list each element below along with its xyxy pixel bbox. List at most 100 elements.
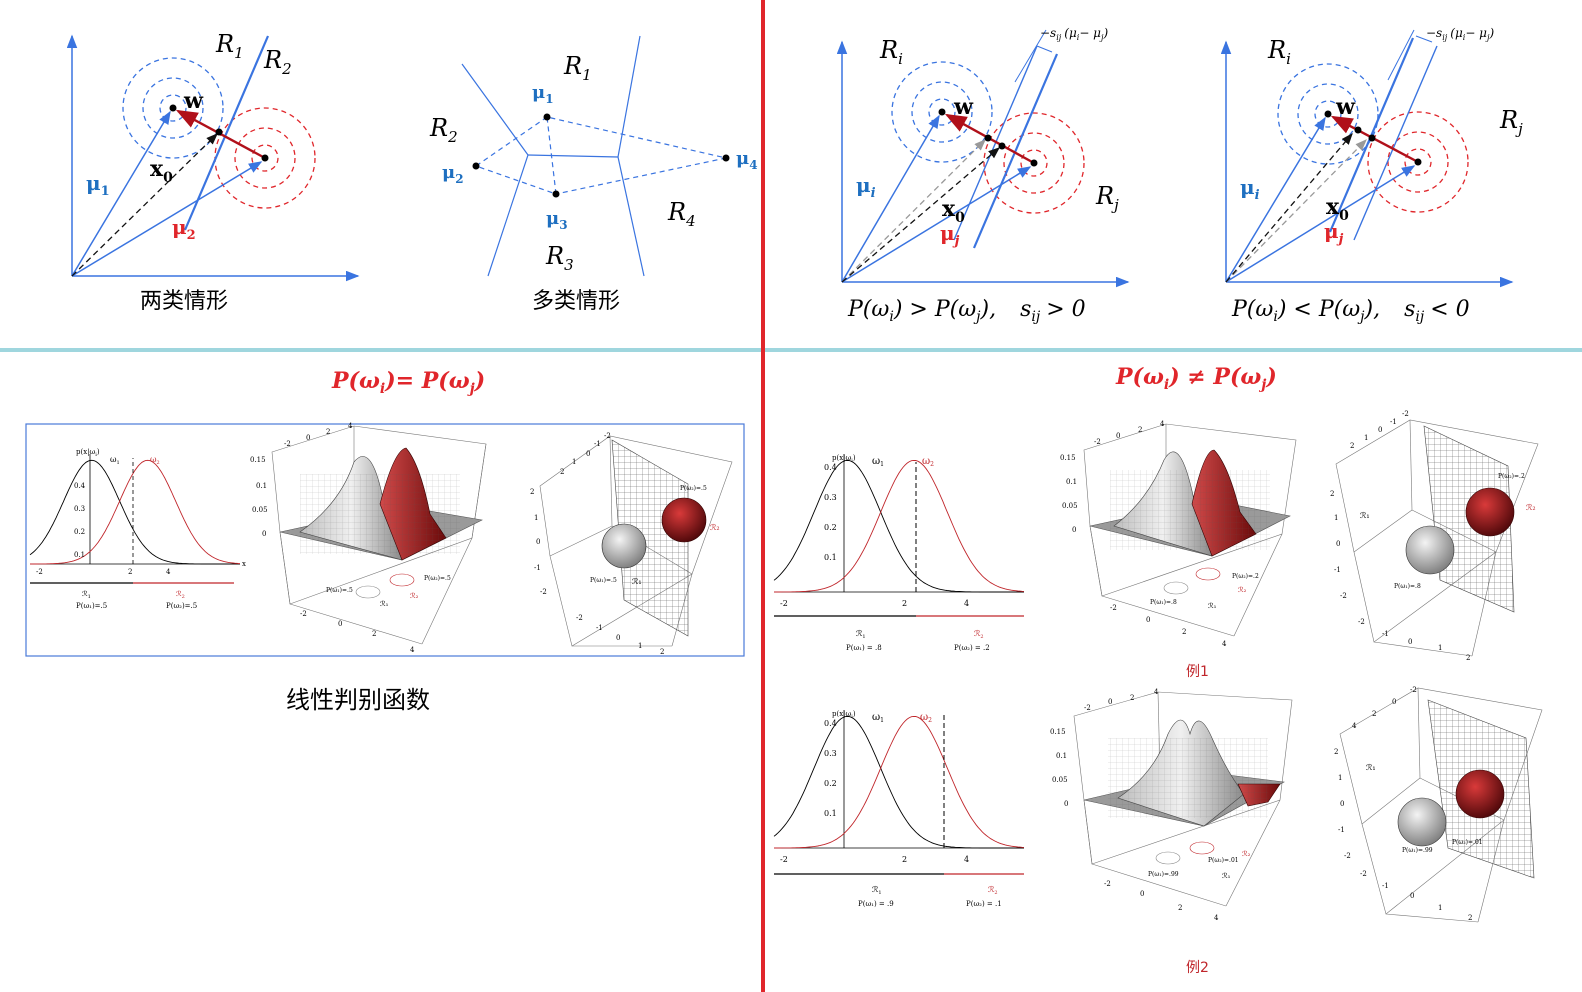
svg-text:0: 0: [1378, 426, 1382, 434]
condition-right: P(ωi) < P(ωj), sij < 0: [1231, 297, 1470, 325]
svg-text:0: 0: [1408, 638, 1412, 646]
x0-label-right: x0: [1326, 194, 1349, 224]
svg-text:0.15: 0.15: [250, 456, 266, 464]
spheres-prior1: P(ω₁)=.5: [590, 577, 617, 584]
svg-text:2: 2: [1466, 654, 1470, 662]
surface-top-ticks: -2 0 2 4: [284, 422, 353, 448]
ex1-omega2: ω2: [922, 456, 934, 468]
x0-label-left: x0: [942, 196, 965, 226]
svg-text:-2: -2: [1402, 410, 1409, 418]
svg-text:-1: -1: [1382, 630, 1389, 638]
svg-text:1: 1: [572, 458, 576, 466]
ex2-spheres-top-ticks: 4 2 0 -2: [1352, 686, 1417, 730]
svg-text:2: 2: [530, 488, 534, 496]
ex1-spheres-prior2: P(ω₂)=.2: [1498, 473, 1525, 480]
svg-text:-2: -2: [1358, 618, 1365, 626]
svg-text:-1: -1: [1390, 418, 1397, 426]
svg-text:0.4: 0.4: [824, 719, 837, 728]
svg-text:0.4: 0.4: [824, 463, 837, 472]
svg-text:-1: -1: [1382, 882, 1389, 890]
svg-text:0: 0: [1072, 526, 1076, 534]
decision-boundary: [183, 35, 270, 231]
surface-prior1: P(ω₁)=.5: [326, 587, 353, 594]
spheres-plot-equal: [539, 435, 733, 647]
svg-text:4: 4: [964, 599, 969, 608]
ex2-surface-bottom-ticks: -2 0 2 4: [1104, 880, 1219, 922]
density-yticks: 0.4 0.3 0.2 0.1: [74, 482, 86, 559]
ex2-density-ylabel: p(x|ωi): [832, 710, 856, 720]
multi-class-diagram: R1 R2 R3 R4 μ1 μ2 μ3 μ4 多类情形: [429, 35, 758, 314]
density-ylabel: p(x|ωi): [76, 448, 100, 458]
svg-text:2: 2: [1330, 490, 1334, 498]
omega2-label: ω2: [150, 455, 160, 466]
ex1-spheres-top-ticks: 2 1 0 -1 -2: [1350, 410, 1409, 450]
spheres-plot-ex2: [1339, 687, 1543, 923]
R4-label: R4: [667, 198, 696, 230]
ex2-omega1: ω1: [872, 712, 884, 724]
surface-plot-ex2: [1073, 691, 1293, 907]
svg-text:-2: -2: [1410, 686, 1417, 694]
svg-text:0: 0: [1146, 616, 1150, 624]
svg-text:-2: -2: [1094, 438, 1101, 446]
svg-text:0.3: 0.3: [74, 505, 85, 513]
ex2-surface-prior1: P(ω₁)=.99: [1148, 871, 1179, 878]
spheres-region1: ℛ₁: [632, 577, 642, 586]
w-vector: [175, 109, 266, 160]
svg-text:-2: -2: [1104, 880, 1111, 888]
ex2-spheres-region1: ℛ₁: [1366, 763, 1376, 772]
svg-text:1: 1: [1438, 904, 1442, 912]
shift-label-left: −sij (μi− μj): [1040, 26, 1108, 42]
svg-text:4: 4: [1154, 688, 1159, 696]
region1-label: ℛ1: [82, 590, 91, 600]
svg-text:0.05: 0.05: [1052, 776, 1068, 784]
svg-text:2: 2: [1182, 628, 1186, 636]
svg-text:1: 1: [1334, 514, 1338, 522]
svg-text:2: 2: [1372, 710, 1376, 718]
equal-priors-title: P(ωi)= P(ωj): [331, 368, 485, 397]
mu2-vector: [71, 161, 263, 277]
prior-less-figure: [1220, 29, 1514, 288]
spheres-left-ticks: 2 1 0 -1 -2: [530, 488, 547, 596]
svg-text:0: 0: [1108, 698, 1112, 706]
surface-zticks: 0.15 0.1 0.05 0: [250, 456, 268, 538]
svg-text:0.2: 0.2: [74, 528, 85, 536]
mu4-label: μ4: [736, 148, 758, 172]
ex2-density-xticks: -2 2 4: [780, 855, 969, 864]
svg-text:0.1: 0.1: [1066, 478, 1077, 486]
prior-greater-figure: [836, 29, 1130, 288]
surface-region2: ℛ₂: [410, 592, 419, 600]
muj-label-right: μj: [1324, 219, 1344, 247]
svg-text:0: 0: [1410, 892, 1414, 900]
surface-plot-equal: [271, 425, 487, 645]
svg-text:2: 2: [660, 648, 664, 656]
svg-text:0.15: 0.15: [1050, 728, 1066, 736]
omega1-label: ω1: [110, 455, 120, 466]
svg-text:-2: -2: [1340, 592, 1347, 600]
two-class-caption: 两类情形: [140, 289, 228, 314]
svg-text:1: 1: [638, 642, 642, 650]
svg-text:-2: -2: [780, 599, 788, 608]
svg-text:-2: -2: [284, 440, 291, 448]
shift-label-right: −sij (μi− μj): [1426, 26, 1494, 42]
R2-label: R2: [429, 114, 458, 146]
shifted-boundary-diagrams: Ri Rj w x0 μi μj −sij (μi− μj) P(ωi) > P(…: [836, 26, 1523, 325]
w-label: w: [183, 88, 204, 114]
svg-text:-2: -2: [1084, 704, 1091, 712]
svg-text:2: 2: [1350, 442, 1354, 450]
svg-text:-2: -2: [604, 432, 611, 440]
w-label-right: w: [1335, 94, 1356, 120]
svg-text:4: 4: [1352, 722, 1357, 730]
region2-label: ℛ2: [176, 590, 185, 600]
svg-text:0: 0: [1392, 698, 1396, 706]
example2-label: 例2: [1186, 960, 1209, 976]
svg-text:-2: -2: [1344, 852, 1351, 860]
svg-text:0.15: 0.15: [1060, 454, 1076, 462]
svg-text:1: 1: [1338, 774, 1342, 782]
svg-text:4: 4: [1160, 420, 1165, 428]
svg-text:2: 2: [1130, 694, 1134, 702]
ex2-spheres-left-ticks: 2 1 0 -1 -2: [1334, 748, 1351, 860]
svg-text:-2: -2: [780, 855, 788, 864]
svg-text:0: 0: [1340, 800, 1344, 808]
ex1-region2: ℛ2: [974, 629, 984, 640]
mu1-label: μ1: [86, 171, 110, 199]
